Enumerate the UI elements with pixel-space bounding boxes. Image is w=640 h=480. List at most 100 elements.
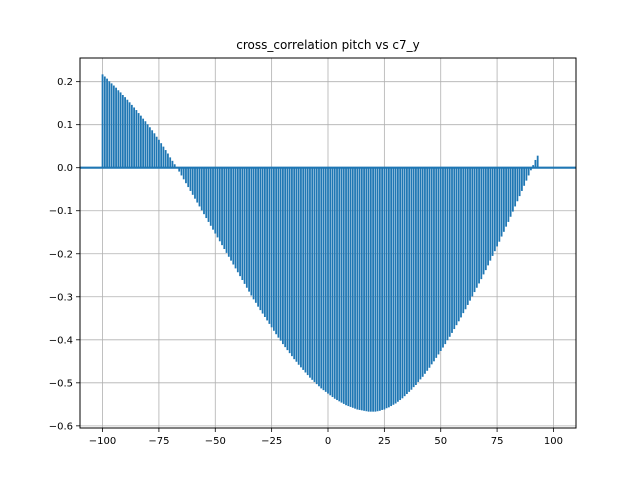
- bar: [101, 74, 104, 168]
- bar: [124, 97, 126, 168]
- bar: [464, 167, 467, 310]
- bar: [263, 167, 266, 317]
- bar: [164, 150, 167, 168]
- bar: [230, 167, 232, 261]
- bar: [137, 113, 140, 168]
- bar: [241, 167, 244, 280]
- bar: [469, 167, 471, 301]
- bar: [133, 107, 136, 168]
- bar: [180, 167, 183, 176]
- bar: [424, 167, 426, 374]
- bar: [151, 130, 154, 168]
- bar: [453, 167, 456, 330]
- bar: [302, 167, 305, 370]
- bar: [406, 167, 408, 395]
- bar: [259, 167, 262, 311]
- bar: [207, 167, 210, 222]
- chart-title: cross_correlation pitch vs c7_y: [236, 38, 420, 52]
- bar: [421, 167, 424, 377]
- bar: [187, 167, 190, 188]
- bar: [444, 167, 447, 345]
- bar: [530, 167, 532, 171]
- bar: [392, 167, 395, 405]
- bar: [381, 167, 384, 410]
- bar: [374, 167, 377, 412]
- x-tick-label: 50: [434, 436, 447, 447]
- bar: [329, 167, 332, 396]
- bar: [279, 167, 282, 341]
- bar: [351, 167, 354, 408]
- bar: [378, 167, 381, 411]
- bar: [257, 167, 260, 307]
- bar: [484, 167, 487, 271]
- x-tick-label: −50: [205, 436, 226, 447]
- bar: [473, 167, 476, 293]
- bar: [300, 167, 302, 368]
- bar: [284, 167, 287, 348]
- bar: [162, 146, 165, 168]
- bar: [478, 167, 480, 284]
- bar: [128, 102, 131, 168]
- bar: [349, 167, 352, 407]
- bar: [500, 167, 503, 237]
- bar: [232, 167, 235, 265]
- y-tick-label: 0.1: [57, 120, 73, 131]
- bar: [331, 167, 334, 398]
- bar: [142, 118, 145, 168]
- bar: [451, 167, 453, 333]
- bar: [387, 167, 390, 408]
- bar: [103, 76, 106, 168]
- bar: [119, 92, 122, 168]
- bar: [239, 167, 241, 277]
- bar: [189, 167, 192, 191]
- bar: [214, 167, 217, 234]
- bar: [198, 167, 201, 207]
- bar: [293, 167, 296, 360]
- bar: [520, 167, 523, 191]
- bar: [135, 110, 138, 168]
- bar: [203, 167, 205, 215]
- bar: [261, 167, 264, 314]
- bar: [288, 167, 291, 354]
- bar: [525, 167, 528, 181]
- bar: [254, 167, 257, 303]
- bar: [248, 167, 250, 292]
- bar: [493, 167, 496, 252]
- bar: [482, 167, 485, 275]
- bar: [158, 139, 160, 168]
- bar: [130, 104, 133, 168]
- y-tick-label: −0.6: [49, 421, 73, 432]
- bar: [345, 167, 347, 406]
- bar: [534, 159, 537, 168]
- bar-series: [101, 74, 539, 412]
- bar: [270, 167, 273, 328]
- bar: [439, 167, 442, 351]
- bar: [356, 167, 359, 410]
- bar: [419, 167, 422, 380]
- bar: [333, 167, 336, 399]
- bar: [139, 115, 142, 168]
- tick-marks: −100 −75 −50 −25 0 25 50 75 100 −0.6 −0.5 −0.4 −0.3 −…: [49, 77, 563, 447]
- bar: [234, 167, 237, 269]
- x-tick-label: −75: [148, 436, 169, 447]
- x-tick-label: −100: [89, 436, 116, 447]
- bar: [194, 167, 196, 199]
- bar: [399, 167, 402, 401]
- bar: [155, 136, 158, 168]
- bar: [266, 167, 269, 321]
- bar: [442, 167, 444, 348]
- bar: [236, 167, 239, 273]
- bar: [446, 167, 449, 341]
- bar: [417, 167, 420, 382]
- bar: [243, 167, 246, 284]
- bar: [489, 167, 492, 261]
- bar: [324, 167, 327, 392]
- bar: [171, 160, 174, 168]
- bar: [291, 167, 293, 357]
- bar: [225, 167, 228, 253]
- bar: [295, 167, 298, 362]
- y-tick-label: 0.0: [57, 163, 73, 174]
- bar: [514, 167, 517, 207]
- bar: [112, 85, 115, 168]
